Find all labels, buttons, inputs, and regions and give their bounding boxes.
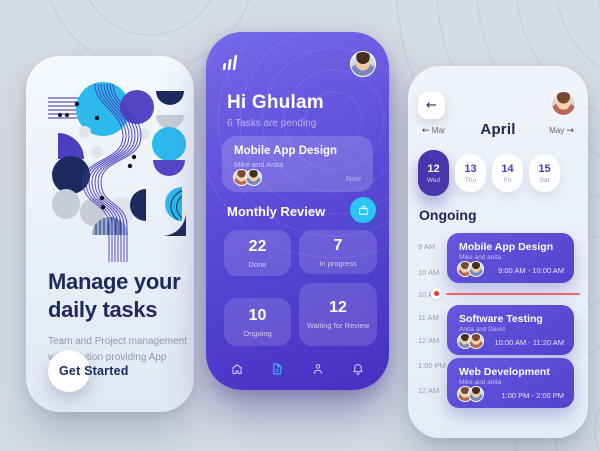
cta-label: Get Started (59, 364, 129, 378)
abstract-artwork (48, 82, 186, 262)
current-task-status: Now (345, 174, 361, 183)
task-title: Mobile App Design (459, 241, 554, 253)
day-date: 15 (538, 162, 551, 175)
task-time-range: 9:00 AM - 10:00 AM (498, 266, 564, 275)
member-avatars (233, 169, 262, 186)
ongoing-section-title: Ongoing (419, 207, 477, 223)
profile-avatar[interactable] (350, 51, 376, 77)
day-selector: 12 Wed 13 Thu 14 Fri 15 Sat (418, 150, 560, 196)
briefcase-button[interactable] (350, 197, 376, 223)
task-time-range: 1:00 PM - 2:00 PM (501, 391, 564, 400)
avatar (245, 169, 262, 186)
next-month-button[interactable]: May → (549, 126, 574, 136)
stat-card-waiting[interactable]: 12 Waiting for Review (299, 283, 377, 346)
current-task-members: Mike and Anita (234, 160, 284, 169)
day-pill-15-sat[interactable]: 15 Sat (529, 154, 560, 192)
current-time-line (446, 293, 580, 295)
previous-month-button[interactable]: ← Mar (422, 126, 446, 136)
stat-card-done[interactable]: 22 Done (224, 230, 291, 276)
get-started-button[interactable]: Get Started (48, 350, 174, 392)
timeline-time: 1:00 PM (418, 361, 446, 370)
app-logo-icon (221, 53, 241, 71)
day-pill-14-fri[interactable]: 14 Fri (492, 154, 523, 192)
task-time-range: 10:00 AM - 11:20 AM (494, 338, 565, 347)
day-name: Fri (503, 176, 512, 184)
document-icon (273, 363, 282, 375)
day-name: Thu (464, 176, 477, 184)
task-title: Web Development (459, 366, 550, 378)
onboarding-title: Manage your daily tasks (48, 269, 181, 323)
schedule-task-card[interactable]: Mobile App Design Mike and anita 9:00 AM… (447, 233, 574, 283)
stat-card-ongoing[interactable]: 10 Ongoing (224, 298, 291, 346)
member-avatars (457, 333, 484, 349)
stat-value: 22 (248, 237, 267, 255)
day-date: 14 (501, 162, 514, 175)
chevron-left-icon: ← (422, 126, 430, 136)
person-icon (313, 364, 322, 374)
schedule-screen: ← April ← Mar May → 12 Wed 13 Thu (408, 66, 588, 438)
timeline-time: 10 AM (418, 268, 440, 277)
stat-label: In progress (319, 258, 357, 268)
briefcase-icon (358, 205, 368, 215)
day-pill-12-wed[interactable]: 12 Wed (418, 150, 449, 196)
next-month-label: May (549, 126, 565, 135)
previous-month-label: Mar (431, 126, 446, 135)
day-name: Wed (426, 176, 441, 184)
stat-value: 7 (333, 236, 343, 254)
home-nav-button[interactable] (230, 362, 244, 376)
bottom-navigation (206, 359, 389, 379)
member-avatars (457, 261, 484, 277)
profile-nav-button[interactable] (311, 362, 325, 376)
member-avatars (457, 386, 484, 402)
stat-card-in-progress[interactable]: 7 In progress (299, 230, 377, 274)
stat-value: 12 (329, 299, 347, 316)
stat-label: Ongoing (243, 328, 272, 338)
tasks-nav-button[interactable] (270, 362, 284, 376)
day-name: Sat (539, 176, 550, 184)
current-task-title: Mobile App Design (234, 145, 338, 157)
back-button[interactable]: ← (418, 92, 445, 119)
avatar (468, 386, 484, 402)
schedule-task-card[interactable]: Software Testing Anita and David 10:00 A… (447, 305, 574, 355)
task-members: Anita and David (459, 326, 505, 333)
back-arrow-icon: ← (426, 98, 437, 113)
avatar (468, 261, 484, 277)
bell-icon (353, 364, 363, 375)
timeline-time: 9 AM (418, 242, 436, 251)
notifications-nav-button[interactable] (351, 362, 365, 376)
cta-circle-decoration (48, 350, 90, 392)
current-time-dot (431, 288, 442, 299)
timeline-time: 12 AM (418, 386, 440, 395)
onboarding-subtitle: Team and Project management with solutio… (48, 336, 187, 363)
pending-tasks-text: 6 Tasks are pending (227, 118, 317, 129)
onboarding-screen: Manage your daily tasks Team and Project… (26, 56, 194, 412)
timeline-time: 12 AM (418, 336, 440, 345)
day-date: 13 (464, 162, 477, 175)
day-pill-13-thu[interactable]: 13 Thu (455, 154, 486, 192)
profile-avatar[interactable] (551, 91, 576, 116)
task-members: Mike and anita (459, 254, 502, 261)
avatar (468, 333, 484, 349)
chevron-right-icon: → (566, 126, 574, 136)
day-date: 12 (427, 162, 440, 175)
timeline-time: 11 AM (418, 313, 439, 322)
greeting-title: Hi Ghulam (227, 92, 324, 113)
stat-label: Waiting for Review (306, 321, 370, 330)
task-title: Software Testing (459, 313, 543, 325)
task-members: Mike and anita (459, 379, 502, 386)
month-navigation: April ← Mar May → (408, 121, 588, 139)
stat-label: Done (248, 259, 267, 269)
current-month-label: April (480, 121, 516, 138)
home-screen: Hi Ghulam 6 Tasks are pending Mobile App… (206, 32, 389, 390)
home-icon (232, 364, 242, 375)
schedule-task-card[interactable]: Web Development Mike and anita 1:00 PM -… (447, 358, 574, 408)
timeline-time: 10 AM (418, 290, 440, 299)
monthly-review-title: Monthly Review (227, 204, 326, 219)
stat-value: 10 (248, 306, 267, 324)
current-task-card[interactable]: Mobile App Design Mike and Anita Now (222, 136, 373, 192)
